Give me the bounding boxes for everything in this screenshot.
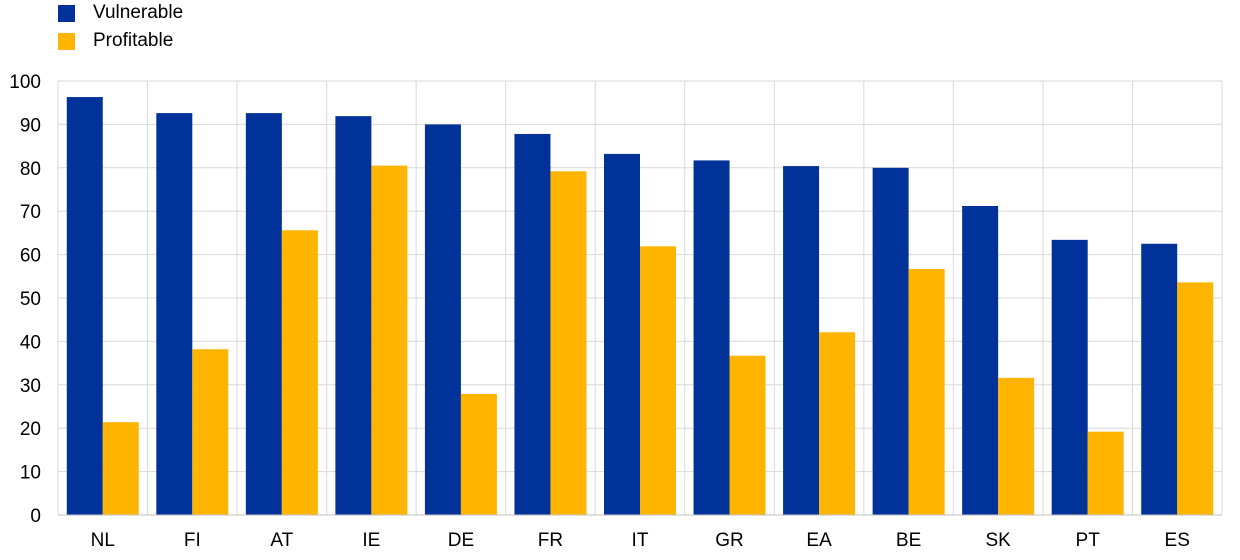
bar-profitable-gr — [729, 355, 766, 515]
x-tick-label: BE — [896, 530, 921, 551]
bar-vulnerable-fr — [514, 133, 551, 515]
bar-profitable-at — [281, 230, 318, 515]
bar-profitable-it — [640, 246, 676, 515]
bar-profitable-pt — [1087, 431, 1124, 515]
x-tick-label: GR — [715, 530, 744, 551]
y-tick-label: 30 — [20, 376, 41, 397]
bar-vulnerable-ea — [783, 166, 820, 515]
bar-vulnerable-nl — [66, 97, 103, 516]
y-tick-label: 90 — [20, 115, 41, 136]
bar-profitable-es — [1177, 282, 1214, 515]
y-tick-label: 40 — [20, 332, 41, 353]
legend-swatch-profitable — [58, 32, 75, 50]
bar-vulnerable-pt — [1051, 239, 1088, 515]
x-tick-label: FI — [184, 530, 201, 551]
bar-profitable-ie — [371, 165, 408, 515]
y-tick-label: 70 — [20, 202, 41, 223]
bar-vulnerable-be — [872, 167, 909, 516]
x-tick-label: NL — [91, 530, 115, 551]
y-tick-label: 0 — [30, 506, 41, 527]
y-tick-label: 100 — [9, 72, 41, 93]
x-tick-label: IT — [632, 530, 649, 551]
bar-vulnerable-sk — [962, 205, 999, 515]
y-tick-label: 80 — [20, 159, 41, 180]
bar-vulnerable-es — [1141, 243, 1178, 515]
legend-item-profitable: Profitable — [58, 29, 173, 53]
x-tick-label: FR — [538, 530, 563, 551]
y-tick-label: 50 — [20, 289, 41, 310]
bar-vulnerable-fi — [156, 113, 193, 515]
bar-vulnerable-it — [604, 153, 640, 516]
x-tick-label: AT — [270, 530, 293, 551]
bar-profitable-fi — [192, 349, 229, 515]
y-tick-label: 20 — [20, 419, 41, 440]
bar-vulnerable-ie — [335, 116, 372, 516]
y-tick-label: 60 — [20, 246, 41, 267]
bar-vulnerable-gr — [693, 160, 730, 515]
bar-vulnerable-de — [424, 124, 461, 516]
legend-label-vulnerable: Vulnerable — [93, 2, 184, 23]
legend-swatch-vulnerable — [58, 4, 75, 22]
bar-profitable-fr — [550, 171, 587, 515]
bar-vulnerable-at — [245, 113, 282, 515]
x-tick-label: DE — [448, 530, 474, 551]
x-tick-label: IE — [362, 530, 380, 551]
x-tick-label: EA — [806, 530, 832, 551]
x-tick-label: PT — [1076, 530, 1101, 551]
bar-profitable-ea — [819, 332, 856, 515]
legend-label-profitable: Profitable — [93, 30, 174, 51]
y-tick-label: 10 — [20, 463, 41, 484]
x-tick-label: ES — [1165, 530, 1190, 551]
bar-profitable-sk — [998, 377, 1035, 515]
bar-profitable-nl — [102, 422, 139, 515]
bar-profitable-be — [908, 268, 945, 515]
bar-profitable-de — [460, 393, 497, 515]
legend-item-vulnerable: Vulnerable — [58, 1, 183, 25]
x-tick-label: SK — [985, 530, 1011, 551]
